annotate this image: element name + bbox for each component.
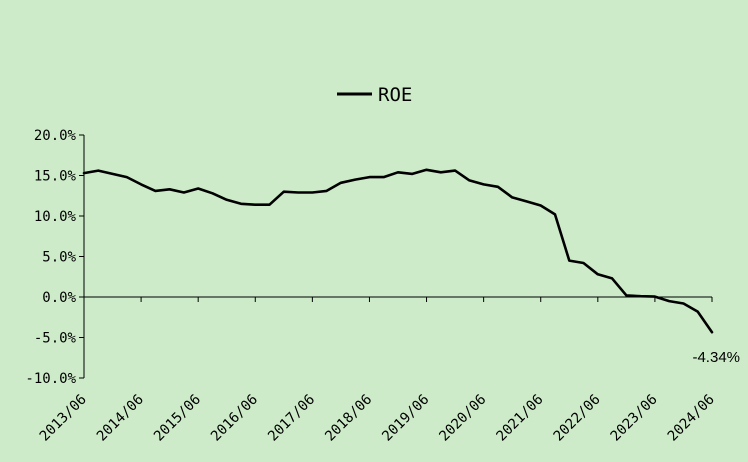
y-tick-label: -10.0%: [25, 371, 76, 387]
series-line-roe: [82, 168, 714, 334]
x-axis: 2013/06 2014/06 2015/06 2016/06 2017/06 2018/…: [37, 296, 718, 445]
x-tick-label: 2021/06: [494, 392, 547, 445]
series-layer: [82, 168, 714, 334]
x-tick-label: 2019/06: [379, 392, 432, 445]
y-tick-label: 10.0%: [34, 209, 77, 225]
x-tick-label: 2018/06: [322, 392, 375, 445]
legend-label-roe: ROE: [378, 84, 412, 106]
y-tick-label: 5.0%: [42, 250, 76, 266]
data-label-last-value: -4.34%: [692, 349, 740, 366]
legend: ROE: [337, 84, 412, 106]
y-tick-label: 0.0%: [42, 290, 76, 306]
x-tick-label: 2017/06: [265, 392, 318, 445]
y-axis: 20.0% 15.0% 10.0% 5.0% 0.0% -5.0% -10.0%: [25, 128, 85, 387]
x-tick-label: 2023/06: [608, 392, 661, 445]
x-tick-label: 2014/06: [94, 392, 147, 445]
annotation-layer: -4.34%: [692, 349, 740, 366]
x-tick-label: 2020/06: [436, 392, 489, 445]
y-tick-label: 20.0%: [34, 128, 77, 144]
y-tick-label: -5.0%: [34, 331, 77, 347]
x-tick-label: 2013/06: [37, 392, 90, 445]
y-tick-label: 15.0%: [34, 169, 77, 185]
x-tick-label: 2022/06: [551, 392, 604, 445]
x-tick-label: 2015/06: [151, 392, 204, 445]
x-tick-label: 2016/06: [208, 392, 261, 445]
x-tick-label: 2024/06: [665, 392, 718, 445]
